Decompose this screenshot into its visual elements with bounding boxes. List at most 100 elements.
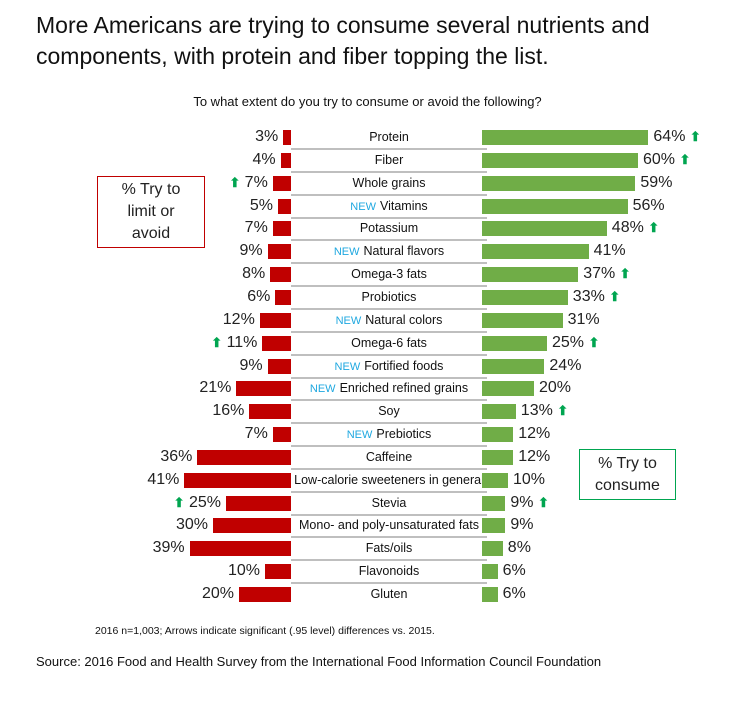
new-badge: NEW (309, 383, 336, 396)
consume-value-label: 48% ⬆ (611, 219, 660, 237)
row-divider (291, 285, 487, 288)
consume-value-label: 9% (510, 516, 534, 534)
row-divider (291, 536, 487, 539)
limit-bar (272, 427, 291, 443)
consume-value-label: 37% ⬆ (583, 265, 631, 283)
limit-bar (213, 518, 291, 534)
chart-row: ⬆ 7% Whole grains 59% (0, 172, 735, 196)
row-divider (291, 513, 487, 516)
category-label: NEW Prebiotics (346, 427, 432, 442)
category-label: Fiber (374, 152, 404, 167)
consume-value-label: 33% ⬆ (572, 287, 621, 305)
limit-value-label: 12% (222, 310, 255, 328)
source: Source: 2016 Food and Health Survey from… (36, 654, 602, 669)
category-label: NEW Fortified foods (334, 358, 444, 373)
up-arrow-icon: ⬆ (648, 220, 660, 236)
chart-row: 6% Probiotics 33% ⬆ (0, 286, 735, 310)
chart-row: 36% Caffeine 12% (0, 446, 735, 470)
consume-value-label: 25% ⬆ (552, 333, 600, 351)
consume-bar (482, 541, 503, 557)
limit-bar (272, 221, 291, 237)
limit-bar (259, 312, 291, 328)
up-arrow-icon: ⬆ (173, 494, 185, 510)
row-divider (291, 193, 487, 196)
consume-bar (482, 198, 628, 214)
consume-bar (482, 335, 547, 351)
row-divider (291, 559, 487, 562)
limit-value-label: 16% (212, 402, 245, 420)
limit-bar (262, 335, 291, 351)
row-divider (291, 376, 487, 379)
up-arrow-icon: ⬆ (619, 266, 631, 282)
chart-row: 41% Low-calorie sweeteners in general 10% (0, 469, 735, 493)
row-divider (291, 422, 487, 425)
new-badge: NEW (346, 429, 373, 442)
row-divider (291, 582, 487, 585)
category-label: Fats/oils (365, 541, 413, 556)
consume-bar (482, 564, 498, 580)
category-label: Omega-3 fats (351, 267, 427, 282)
up-arrow-icon: ⬆ (609, 288, 621, 304)
chart-row: 16% Soy 13% ⬆ (0, 400, 735, 425)
category-label: Omega-6 fats (351, 335, 427, 350)
limit-value-label: 39% (152, 539, 185, 557)
chart-row: 21% NEW Enriched refined grains 20% (0, 377, 735, 402)
chart-row: 8% Omega-3 fats 37% ⬆ (0, 263, 735, 288)
consume-value-label: 9% ⬆ (510, 493, 549, 511)
chart-row: 4% Fiber 60% ⬆ (0, 149, 735, 173)
category-label: Stevia (371, 495, 407, 510)
category-label: Whole grains (352, 175, 426, 190)
limit-bar (226, 495, 291, 511)
limit-value-label: 10% (227, 562, 260, 580)
up-arrow-icon: ⬆ (537, 494, 549, 510)
consume-value-label: 12% (518, 425, 551, 443)
consume-value-label: 13% ⬆ (520, 402, 569, 420)
consume-bar (482, 427, 514, 443)
category-label: Mono- and poly-unsaturated fats (299, 518, 479, 533)
up-arrow-icon: ⬆ (229, 174, 241, 190)
limit-value-label: 4% (252, 150, 276, 168)
consume-bar (482, 289, 568, 305)
category-label: Flavonoids (358, 564, 420, 579)
limit-value-label: 6% (247, 287, 271, 305)
row-divider (291, 307, 487, 310)
chart-row: 12% NEW Natural colors 31% (0, 309, 735, 333)
limit-value-label: 36% (160, 447, 193, 465)
up-arrow-icon: ⬆ (557, 403, 569, 419)
limit-bar (249, 404, 291, 420)
category-label: Probiotics (361, 289, 417, 304)
limit-bar (272, 175, 291, 191)
consume-bar (482, 152, 638, 168)
chart-row: 9% NEW Fortified foods 24% (0, 355, 735, 379)
limit-bar (197, 449, 291, 465)
row-divider (291, 170, 487, 173)
row-divider (291, 262, 487, 265)
consume-bar (482, 518, 506, 534)
chart-row: ⬆ 11% Omega-6 fats 25% ⬆ (0, 332, 735, 356)
limit-value-label: 9% (239, 242, 263, 260)
row-divider (291, 330, 487, 333)
legend-limit: % Try to limit or avoid (97, 176, 205, 248)
chart-row: ⬆ 25% Stevia 9% ⬆ (0, 492, 735, 516)
consume-value-label: 24% (549, 356, 582, 374)
category-label: NEW Vitamins (350, 198, 428, 213)
limit-value-label: ⬆ 25% (173, 493, 221, 511)
row-divider (291, 216, 487, 219)
category-label: NEW Enriched refined grains (309, 381, 469, 396)
limit-bar (283, 130, 291, 145)
consume-bar (482, 267, 579, 283)
consume-bar (482, 221, 607, 237)
consume-bar (482, 472, 508, 488)
category-label: Soy (378, 404, 400, 419)
limit-value-label: ⬆ 11% (211, 333, 258, 351)
consume-bar (482, 495, 506, 511)
limit-bar (239, 587, 291, 602)
limit-value-label: 41% (147, 470, 180, 488)
new-badge: NEW (333, 246, 360, 259)
new-badge: NEW (334, 360, 361, 373)
category-label: Protein (369, 130, 409, 144)
limit-value-label: 5% (249, 196, 273, 214)
up-arrow-icon: ⬆ (679, 151, 691, 167)
limit-value-label: 3% (255, 128, 279, 145)
